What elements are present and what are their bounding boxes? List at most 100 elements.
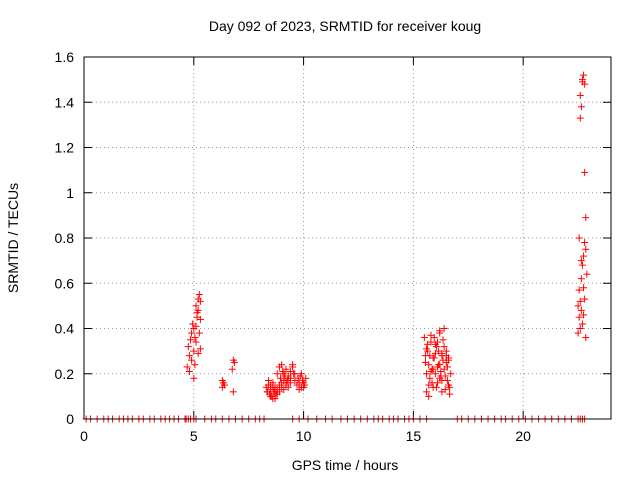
data-point bbox=[185, 352, 193, 360]
data-point bbox=[576, 325, 584, 332]
data-point bbox=[576, 91, 584, 99]
data-point bbox=[191, 361, 199, 369]
x-tick-label: 5 bbox=[190, 428, 198, 444]
data-point bbox=[575, 286, 583, 294]
data-point bbox=[195, 291, 203, 299]
data-point bbox=[581, 168, 589, 176]
data-point bbox=[273, 370, 281, 378]
data-point bbox=[186, 336, 194, 344]
data-point bbox=[194, 349, 202, 357]
data-point bbox=[438, 377, 446, 385]
data-point bbox=[575, 234, 583, 242]
y-tick-label: 0.8 bbox=[55, 230, 75, 246]
data-point bbox=[581, 80, 589, 88]
data-point bbox=[432, 383, 440, 391]
data-point bbox=[443, 363, 451, 371]
y-tick-label: 1.2 bbox=[55, 140, 75, 156]
data-point bbox=[218, 377, 226, 385]
data-point bbox=[576, 297, 584, 305]
data-point bbox=[426, 352, 434, 360]
data-point bbox=[577, 257, 585, 265]
data-point bbox=[282, 365, 290, 373]
x-tick-label: 10 bbox=[296, 428, 312, 444]
data-point bbox=[582, 245, 590, 253]
data-point bbox=[440, 325, 448, 332]
chart-title: Day 092 of 2023, SRMTID for receiver kou… bbox=[209, 18, 481, 34]
data-point bbox=[184, 343, 192, 351]
data-point bbox=[436, 361, 444, 369]
data-point bbox=[421, 358, 429, 366]
data-point bbox=[580, 71, 588, 79]
data-point bbox=[284, 383, 292, 391]
data-point bbox=[190, 374, 198, 382]
data-point bbox=[575, 313, 583, 321]
data-point bbox=[230, 358, 238, 366]
data-point bbox=[183, 363, 191, 371]
data-point bbox=[278, 383, 286, 391]
data-point bbox=[278, 361, 286, 369]
y-tick-label: 1.4 bbox=[55, 94, 75, 110]
data-point bbox=[583, 270, 591, 278]
data-point bbox=[195, 329, 203, 337]
data-point bbox=[264, 377, 272, 385]
data-point bbox=[576, 114, 584, 122]
data-point bbox=[431, 370, 439, 378]
data-point bbox=[188, 329, 196, 337]
data-point bbox=[192, 302, 200, 310]
data-point bbox=[425, 392, 433, 400]
data-point bbox=[580, 252, 588, 260]
data-point bbox=[439, 336, 447, 344]
y-tick-labels: 0 0.2 0.4 0.6 0.8 1 1.2 1.4 1.6 bbox=[55, 49, 75, 427]
data-point bbox=[441, 372, 449, 380]
data-point bbox=[185, 367, 193, 375]
y-tick-label: 1.6 bbox=[55, 49, 75, 65]
y-axis-label: SRMTID / TECUs bbox=[5, 183, 21, 293]
data-point bbox=[286, 374, 294, 382]
x-axis-label: GPS time / hours bbox=[292, 457, 399, 473]
y-tick-label: 0 bbox=[66, 411, 74, 427]
data-point bbox=[273, 390, 281, 398]
data-point bbox=[424, 340, 432, 348]
data-point bbox=[431, 349, 439, 357]
data-point bbox=[577, 275, 585, 283]
data-point bbox=[439, 356, 447, 364]
data-point bbox=[191, 334, 199, 342]
data-point bbox=[574, 329, 582, 337]
data-point bbox=[429, 365, 437, 373]
x-tick-label: 20 bbox=[515, 428, 531, 444]
data-point bbox=[442, 352, 450, 360]
data-point bbox=[196, 297, 204, 305]
grid-lines bbox=[83, 56, 611, 420]
data-point bbox=[434, 338, 442, 346]
data-point bbox=[446, 390, 454, 398]
data-point bbox=[192, 338, 200, 346]
data-point bbox=[437, 367, 445, 375]
data-point bbox=[269, 395, 277, 403]
data-point bbox=[420, 334, 428, 342]
data-point bbox=[228, 365, 236, 373]
data-point bbox=[192, 322, 200, 330]
data-point bbox=[297, 370, 305, 378]
data-point bbox=[427, 331, 435, 339]
x-tick-label: 15 bbox=[406, 428, 422, 444]
data-point bbox=[581, 295, 589, 303]
data-point bbox=[188, 356, 196, 364]
data-point bbox=[196, 315, 204, 323]
data-point bbox=[423, 388, 431, 396]
x-tick-label: 0 bbox=[80, 428, 88, 444]
y-tick-label: 1 bbox=[66, 185, 74, 201]
data-point bbox=[269, 379, 277, 387]
data-point bbox=[580, 284, 588, 292]
data-point bbox=[582, 334, 590, 342]
data-point bbox=[282, 379, 290, 387]
data-point bbox=[440, 343, 448, 351]
data-point bbox=[423, 345, 431, 353]
data-point bbox=[578, 320, 586, 328]
data-point bbox=[221, 381, 229, 389]
data-point bbox=[578, 76, 586, 84]
data-point bbox=[295, 386, 303, 394]
data-point bbox=[291, 370, 299, 378]
data-point bbox=[574, 302, 582, 310]
data-point bbox=[426, 374, 434, 382]
